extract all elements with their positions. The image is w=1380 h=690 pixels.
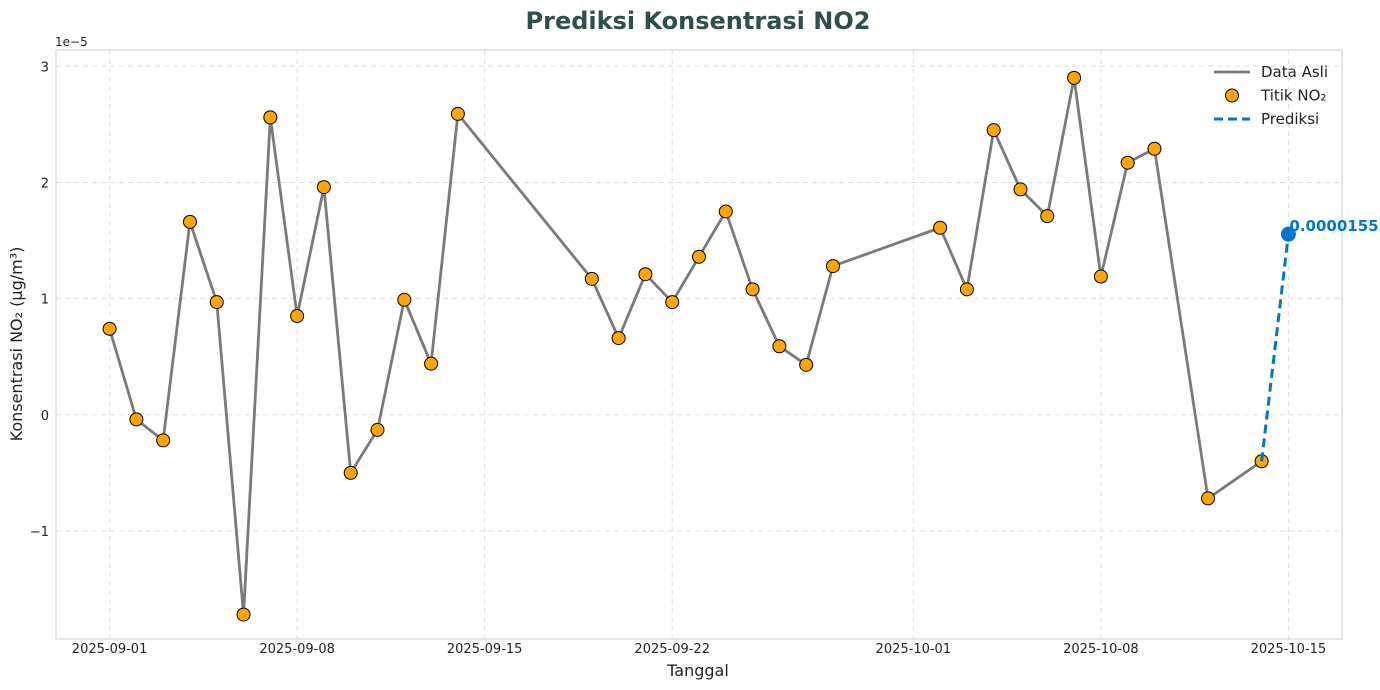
data-point	[1013, 182, 1028, 197]
x-tick-label: 2025-10-08	[1063, 642, 1139, 657]
data-point	[397, 292, 412, 307]
data-point	[1147, 141, 1162, 156]
legend-label-titik: Titik NO₂	[1260, 87, 1326, 105]
data-point	[1120, 155, 1135, 170]
data-point	[959, 282, 974, 297]
x-tick-label: 2025-09-22	[634, 642, 710, 657]
grid	[56, 50, 1342, 639]
data-point	[450, 106, 465, 121]
y-tick-label: 1	[41, 293, 49, 308]
chart-title: Prediksi Konsentrasi NO2	[526, 7, 871, 35]
y-tick-label: 0	[41, 409, 49, 424]
data-point	[1067, 70, 1082, 85]
data-point	[343, 465, 358, 480]
data-point	[665, 295, 680, 310]
data-point	[772, 339, 787, 354]
data-point	[718, 204, 733, 219]
x-tick-label: 2025-10-01	[876, 642, 952, 657]
data-point	[1201, 491, 1216, 506]
prediction-value-label: 0.00001555	[1289, 217, 1380, 235]
x-tick-label: 2025-09-08	[259, 642, 335, 657]
data-point	[424, 356, 439, 371]
data-point	[209, 295, 224, 310]
data-point	[1040, 209, 1055, 224]
data-point	[933, 220, 948, 235]
y-tick-label: −1	[30, 525, 49, 540]
plot-frame	[55, 49, 1343, 640]
data-point	[316, 180, 331, 195]
data-point	[799, 357, 814, 372]
axes: 2025-09-01 2025-09-08 2025-09-15 2025-09-22…	[30, 49, 1343, 657]
x-tick-label: 2025-10-15	[1251, 642, 1327, 657]
legend-label-prediksi: Prediksi	[1261, 110, 1319, 128]
data-point	[825, 259, 840, 274]
legend-label-data-asli: Data Asli	[1261, 63, 1328, 81]
data-point	[156, 433, 171, 448]
data-point	[290, 309, 305, 324]
data-point	[986, 123, 1001, 138]
data-point	[692, 249, 706, 264]
x-tick-label: 2025-09-15	[447, 642, 523, 657]
data-point	[584, 271, 599, 286]
x-axis-label: Tanggal	[666, 661, 729, 680]
data-point	[611, 331, 626, 346]
y-axis-label: Konsentrasi NO₂ (µg/m³)	[7, 247, 26, 442]
y-tick-label: 2	[41, 176, 49, 191]
series-line-data-asli	[108, 76, 1263, 617]
legend-swatch-titik	[1225, 88, 1239, 103]
data-point	[370, 422, 385, 437]
data-point	[102, 321, 117, 336]
plot-area: 0.00001555	[102, 70, 1380, 622]
y-offset-label: 1e−5	[55, 35, 88, 49]
legend: Data Asli Titik NO₂ Prediksi	[1214, 63, 1328, 128]
data-point	[638, 267, 653, 282]
data-point	[236, 607, 251, 622]
x-tick-label: 2025-09-01	[72, 642, 148, 657]
prediction-point	[1280, 226, 1296, 242]
data-point	[182, 214, 197, 229]
series-line-prediksi	[1260, 233, 1290, 462]
data-point	[1093, 269, 1108, 284]
y-tick-label: 3	[41, 60, 49, 75]
data-point	[129, 412, 144, 427]
data-point	[745, 282, 760, 297]
data-point	[263, 110, 278, 125]
